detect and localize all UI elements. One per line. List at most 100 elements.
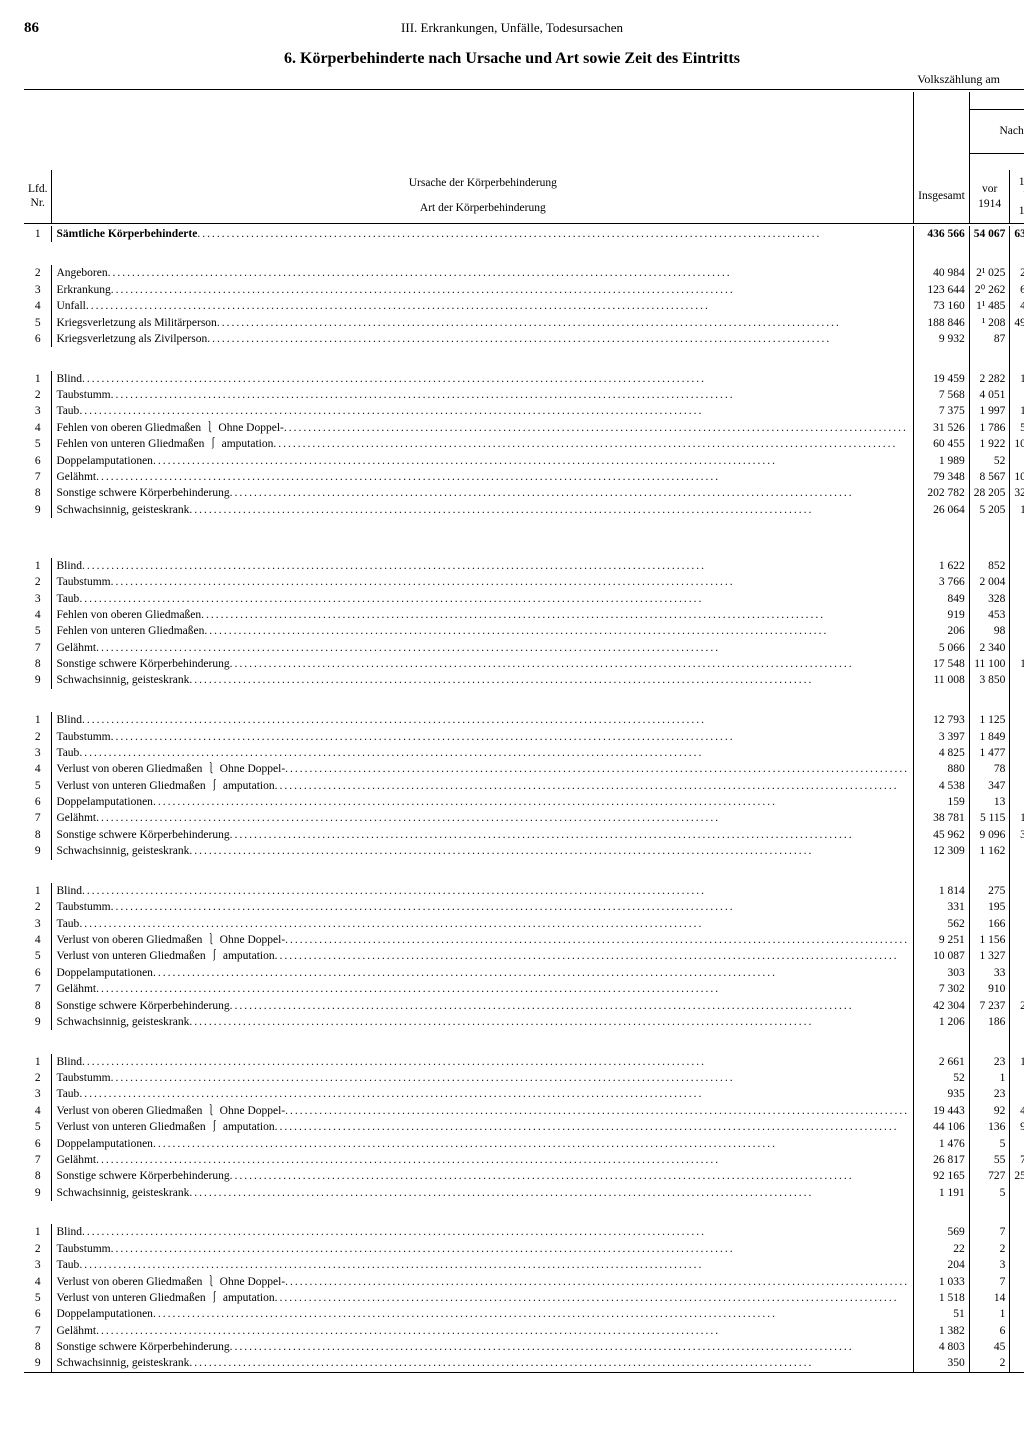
row-label: Verlust von unteren Gliedmaßen ⎰ amputat…	[52, 1290, 914, 1306]
table-row: 1Blind 1 6228527154412926	[24, 558, 1024, 574]
table-row: 7Gelähmt 1 382688371 251—	[24, 1323, 1024, 1339]
row-nr: 4	[24, 1274, 52, 1290]
cell: 1 631	[1010, 371, 1024, 387]
row-nr: 2	[24, 387, 52, 403]
cell: 253	[1010, 640, 1024, 656]
table-row: 9Schwachsinnig, geisteskrank 12 3091 162…	[24, 843, 1024, 859]
table-row: 4Verlust von oberen Gliedmaßen ⎱ Ohne Do…	[24, 932, 1024, 948]
table-row: 4Verlust von oberen Gliedmaßen ⎱ Ohne Do…	[24, 761, 1024, 777]
row-nr: 5	[24, 1290, 52, 1306]
cell: 22	[1010, 1355, 1024, 1372]
row-nr: 8	[24, 1339, 52, 1355]
cell: 646	[1010, 672, 1024, 688]
cell: 1 067	[1010, 656, 1024, 672]
row-nr: 1	[24, 371, 52, 387]
row-label: Doppelamputationen	[52, 453, 914, 469]
row-nr: 5	[24, 436, 52, 452]
row-label: Sonstige schwere Körperbehinderung	[52, 485, 914, 501]
cell: 204	[914, 1257, 970, 1273]
table-row: 8Sonstige schwere Körperbehinderung 202 …	[24, 485, 1024, 501]
row-label: Angeboren	[52, 265, 914, 281]
row-nr: 7	[24, 981, 52, 997]
row-nr: 3	[24, 1086, 52, 1102]
cell: 2¹ 025	[969, 265, 1010, 281]
row-label: Taub	[52, 916, 914, 932]
cell: 7 375	[914, 403, 970, 419]
cell: 105	[1010, 883, 1024, 899]
table-row: 3Taub 4 8251 4774841 692837335	[24, 745, 1024, 761]
cell: 5	[969, 1136, 1010, 1152]
table-row: 1Blind 2 661231 012981 528—	[24, 1054, 1024, 1070]
table-row: 2Angeboren 40 9842¹ 0252 34213 9513 1085…	[24, 265, 1024, 281]
row-label: Taubstumm	[52, 1070, 914, 1086]
table-row: 4Verlust von oberen Gliedmaßen ⎱ Ohne Do…	[24, 1103, 1024, 1119]
page-number: 86	[24, 20, 39, 37]
row-nr: 9	[24, 502, 52, 518]
row-label: Taub	[52, 745, 914, 761]
cell: 9 096	[969, 827, 1010, 843]
row-label: Blind	[52, 558, 914, 574]
table-row: 6Doppelamputationen 1 476521551 251—	[24, 1136, 1024, 1152]
row-label: Sonstige schwere Körperbehinderung	[52, 656, 914, 672]
cell: 2 342	[1010, 265, 1024, 281]
row-nr: 3	[24, 591, 52, 607]
cell: 1 786	[969, 420, 1010, 436]
cell: 1 206	[914, 1014, 970, 1030]
cell: 11 008	[914, 672, 970, 688]
cell: 5	[969, 1185, 1010, 1201]
cell: 275	[969, 883, 1010, 899]
table-row: 2Taubstumm 52127123—	[24, 1070, 1024, 1086]
table-row: 4Verlust von oberen Gliedmaßen ⎱ Ohne Do…	[24, 1274, 1024, 1290]
row-nr: 2	[24, 729, 52, 745]
row-nr: 9	[24, 843, 52, 859]
row-nr: 5	[24, 948, 52, 964]
col-lfd: Lfd.Nr.	[24, 170, 52, 223]
cell: 1 160	[1010, 403, 1024, 419]
cell: 23	[969, 1086, 1010, 1102]
row-label: Fehlen von oberen Gliedmaßen ⎱ Ohne Dopp…	[52, 420, 914, 436]
row-label: Verlust von unteren Gliedmaßen ⎰ amputat…	[52, 948, 914, 964]
cell: 10 198	[1010, 436, 1024, 452]
cell: 60 455	[914, 436, 970, 452]
cell: 1 749	[1010, 502, 1024, 518]
cell: 5 066	[914, 640, 970, 656]
row-label: Verlust von oberen Gliedmaßen ⎱ Ohne Dop…	[52, 761, 914, 777]
row-nr: 9	[24, 672, 52, 688]
running-head: III. Erkrankungen, Unfälle, Todesursache…	[401, 20, 623, 35]
cell: 2	[969, 1241, 1010, 1257]
cell: 215	[1010, 1136, 1024, 1152]
cell: 55	[969, 1152, 1010, 1168]
col-period: vor1914	[969, 170, 1010, 223]
cell: 4 538	[914, 778, 970, 794]
cell: 12 793	[914, 712, 970, 728]
cell: 662	[1010, 932, 1024, 948]
row-label: Sonstige schwere Körperbehinderung	[52, 1168, 914, 1184]
cell: 186	[969, 1014, 1010, 1030]
table-row: 2Taubstumm 7 5684 0515152 151741110	[24, 387, 1024, 403]
row-label: Gelähmt	[52, 1323, 914, 1339]
cell: 92	[969, 1103, 1010, 1119]
row-nr: 1	[24, 1054, 52, 1070]
cell: 484	[1010, 745, 1024, 761]
row-nr: 7	[24, 1152, 52, 1168]
row-nr: 1	[24, 712, 52, 728]
row-nr: 9	[24, 1014, 52, 1030]
cell: 14	[969, 1290, 1010, 1306]
cell: 4 825	[914, 745, 970, 761]
row-nr: 7	[24, 640, 52, 656]
cell: 7	[969, 1224, 1010, 1240]
col-period: 1914bis1918	[1010, 170, 1024, 223]
cell: 87	[969, 331, 1010, 347]
cell: 19 443	[914, 1103, 970, 1119]
cell: 92	[1010, 1290, 1024, 1306]
page-header: 86 III. Erkrankungen, Unfälle, Todesursa…	[24, 20, 1000, 36]
cell: 54 067	[969, 226, 1010, 242]
table-row: 9Schwachsinnig, geisteskrank 3502221325—	[24, 1355, 1024, 1372]
cell: 3	[969, 1257, 1010, 1273]
cell: 1 191	[914, 1185, 970, 1201]
row-label: Fehlen von unteren Gliedmaßen	[52, 623, 914, 639]
cell: 1 683	[1010, 810, 1024, 826]
cell: 73 160	[914, 298, 970, 314]
row-nr: 4	[24, 932, 52, 948]
cell: 5 205	[969, 502, 1010, 518]
